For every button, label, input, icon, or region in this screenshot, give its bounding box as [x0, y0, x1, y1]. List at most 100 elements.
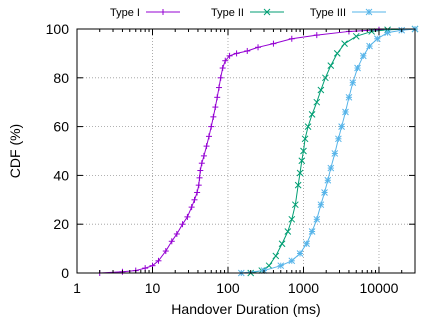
- data-point: [205, 133, 212, 140]
- data-point: [219, 65, 226, 72]
- marker-stroke: [278, 240, 286, 248]
- data-point: [200, 152, 207, 159]
- x-axis-title: Handover Duration (ms): [171, 301, 320, 317]
- series-1: [96, 26, 418, 276]
- marker-stroke: [331, 150, 339, 157]
- data-point: [284, 228, 292, 235]
- legend-marker: [160, 9, 166, 15]
- data-point: [354, 64, 361, 72]
- data-point: [303, 240, 310, 248]
- data-point: [217, 74, 224, 81]
- legend: Type I Type II Type III: [110, 7, 386, 19]
- data-point: [313, 215, 321, 223]
- data-point: [338, 123, 345, 130]
- data-point: [203, 143, 210, 150]
- data-point: [359, 52, 367, 60]
- marker-stroke: [313, 98, 321, 106]
- data-point: [173, 230, 180, 237]
- data-point: [212, 104, 219, 111]
- marker-stroke: [327, 164, 335, 172]
- series-line: [99, 28, 416, 274]
- series-layer: [96, 25, 419, 277]
- data-point: [179, 221, 186, 228]
- marker-stroke: [288, 215, 296, 223]
- marker-stroke: [303, 240, 310, 248]
- marker-stroke: [327, 62, 335, 69]
- marker-stroke: [335, 135, 342, 143]
- data-point: [233, 50, 240, 57]
- data-point: [255, 44, 262, 51]
- marker-stroke: [345, 93, 353, 101]
- x-tick-label: 10: [145, 280, 161, 296]
- data-point: [342, 108, 349, 116]
- data-point: [321, 189, 328, 196]
- x-tick-label: 1: [73, 280, 81, 296]
- marker-stroke: [342, 108, 349, 116]
- data-point: [301, 135, 309, 143]
- data-point: [322, 74, 329, 82]
- data-point: [296, 169, 304, 177]
- data-point: [300, 147, 307, 155]
- marker-stroke: [301, 135, 309, 143]
- data-point: [270, 40, 277, 47]
- data-point: [208, 123, 215, 130]
- marker-stroke: [317, 86, 325, 94]
- data-point: [313, 98, 321, 106]
- data-point: [222, 57, 229, 64]
- marker-stroke: [288, 257, 296, 265]
- marker-stroke: [365, 8, 373, 16]
- data-point: [349, 79, 357, 87]
- data-point: [327, 62, 335, 69]
- data-point: [335, 135, 342, 143]
- data-point: [333, 50, 341, 57]
- data-point: [195, 182, 202, 189]
- marker-stroke: [317, 201, 325, 209]
- data-point: [373, 35, 381, 43]
- x-tick-label: 1000: [288, 280, 319, 296]
- marker-stroke: [300, 147, 307, 155]
- data-point: [215, 84, 222, 91]
- plot-frame: [76, 28, 416, 274]
- data-point: [327, 164, 335, 172]
- legend-label: Type II: [211, 7, 244, 19]
- legend-label: Type III: [310, 7, 346, 19]
- data-point: [308, 228, 316, 235]
- data-point: [244, 47, 251, 54]
- marker-stroke: [366, 42, 373, 50]
- y-tick-label: 100: [46, 21, 70, 37]
- marker-stroke: [373, 35, 381, 43]
- data-point: [384, 29, 391, 37]
- data-point: [184, 213, 191, 220]
- legend-marker: [263, 8, 271, 16]
- data-point: [191, 196, 198, 203]
- data-point: [317, 201, 325, 209]
- marker-stroke: [349, 79, 357, 87]
- marker-stroke: [296, 169, 304, 177]
- y-tick-label: 60: [53, 119, 69, 135]
- data-point: [294, 181, 302, 189]
- y-tick-label: 40: [53, 167, 69, 183]
- data-point: [198, 160, 205, 167]
- x-tick-label: 10000: [360, 280, 399, 296]
- data-point: [162, 248, 169, 255]
- data-point: [298, 157, 306, 165]
- marker-stroke: [291, 201, 299, 209]
- marker-stroke: [272, 252, 280, 260]
- data-point: [324, 176, 332, 184]
- data-point: [304, 123, 312, 130]
- data-point: [288, 215, 296, 223]
- grid-lines: [77, 29, 415, 273]
- series-line: [241, 28, 416, 274]
- data-point: [313, 32, 320, 39]
- marker-stroke: [304, 123, 312, 130]
- data-point: [226, 52, 233, 59]
- data-point: [155, 257, 162, 264]
- data-point: [317, 86, 325, 94]
- marker-stroke: [298, 157, 306, 165]
- legend-label: Type I: [110, 7, 140, 19]
- data-point: [288, 257, 296, 265]
- marker-stroke: [308, 111, 316, 118]
- data-point: [288, 35, 295, 42]
